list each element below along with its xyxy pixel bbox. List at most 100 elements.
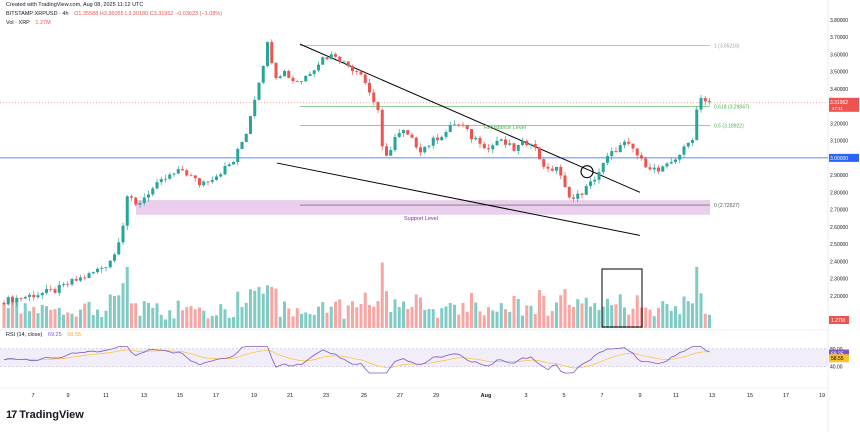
- candle-body: [121, 225, 125, 243]
- x-tick-label: 23: [323, 393, 329, 399]
- x-tick-label: 19: [251, 393, 257, 399]
- candle-body: [23, 296, 27, 299]
- volume-bar: [567, 304, 571, 328]
- candle-body: [287, 71, 291, 78]
- candle-body: [538, 147, 541, 160]
- candle-body: [410, 134, 414, 138]
- volume-bar: [436, 317, 439, 328]
- volume-bar: [87, 301, 91, 328]
- y-tick-label: 3.10000: [830, 139, 848, 145]
- volume-bar: [193, 309, 197, 328]
- volume-bar: [474, 302, 478, 328]
- rsi-ma-line: [3, 349, 710, 369]
- y-tick-label: 3.50000: [830, 70, 848, 76]
- volume-bar: [678, 314, 682, 328]
- volume-bar: [516, 299, 520, 328]
- y-tick-label: 2.60000: [830, 225, 848, 231]
- candle-body: [682, 146, 686, 155]
- candle-body: [155, 182, 159, 189]
- volume-bar: [304, 312, 308, 328]
- candle-body: [457, 124, 461, 126]
- candle-body: [351, 66, 354, 72]
- breakout-marker: [580, 165, 594, 179]
- candle-body: [83, 277, 87, 279]
- vol-value: 1.27M: [35, 20, 51, 26]
- volume-bar: [657, 307, 660, 328]
- candle-body: [291, 77, 295, 82]
- volume-bar: [491, 310, 495, 328]
- symbol-label[interactable]: BITSTAMP:XRPUSD · 4h: [6, 11, 69, 17]
- volume-bar: [465, 311, 469, 328]
- candle-body: [40, 292, 44, 296]
- volume-bar: [338, 299, 342, 328]
- created-with: Created with TradingView.com, Aug 08, 20…: [6, 2, 144, 8]
- volume-bar: [359, 303, 363, 328]
- volume-bar: [380, 262, 384, 328]
- rsi-label[interactable]: RSI (14, close): [6, 332, 43, 338]
- candle-body: [448, 125, 452, 133]
- candle-body: [32, 294, 36, 298]
- candle-body: [563, 175, 567, 188]
- x-tick-label: 11: [103, 393, 109, 399]
- volume-bar: [368, 304, 371, 328]
- volume-bar: [525, 305, 529, 328]
- tradingview-logo[interactable]: 17 TradingView: [6, 409, 84, 421]
- volume-bar: [593, 303, 597, 328]
- candle-body: [189, 175, 193, 177]
- candle-body: [244, 133, 248, 142]
- volume-bar: [457, 314, 461, 328]
- candle-body: [593, 179, 597, 182]
- x-tick-label: 19: [819, 393, 825, 399]
- volume-bar: [699, 293, 703, 328]
- volume-bar: [113, 295, 116, 328]
- vol-label[interactable]: Vol · XRP: [6, 20, 30, 26]
- volume-bar: [597, 310, 601, 328]
- candle-body: [601, 162, 605, 173]
- candle-body: [249, 116, 252, 134]
- candle-body: [470, 128, 473, 140]
- candle-body: [70, 279, 74, 285]
- volume-bar: [49, 309, 53, 328]
- volume-bar: [631, 308, 635, 328]
- volume-bar: [274, 288, 278, 328]
- candle-body: [142, 197, 146, 204]
- y-tick-label: 3.40000: [830, 87, 848, 93]
- volume-bar: [202, 310, 206, 328]
- volume-bar: [240, 307, 244, 328]
- candle-body: [657, 167, 660, 172]
- candle-body: [555, 166, 558, 171]
- candle-body: [19, 297, 23, 299]
- volume-bar: [618, 294, 622, 328]
- candle-body: [176, 169, 180, 174]
- candle-body: [66, 284, 70, 285]
- horizontal-level-value: 3.00000: [830, 156, 848, 162]
- volume-bar: [266, 285, 269, 328]
- volume-bar: [142, 301, 146, 328]
- volume-bar: [470, 292, 473, 328]
- volume-bar: [159, 314, 163, 328]
- candle-body: [465, 125, 469, 129]
- rsi-ma-badge-bg: [829, 354, 849, 363]
- support-zone: [136, 200, 710, 215]
- candle-body: [342, 61, 346, 63]
- candle-body: [193, 175, 197, 179]
- candle-body: [406, 130, 410, 135]
- volume-bar: [28, 311, 31, 328]
- rsi-tick-label: 40.00: [830, 364, 843, 370]
- volume-bar: [287, 308, 291, 328]
- volume-bar: [270, 286, 274, 328]
- candle-body: [372, 92, 376, 102]
- candle-body: [96, 268, 99, 273]
- volume-bar: [83, 303, 87, 328]
- candle-body: [6, 297, 10, 305]
- created-with-text: Created with TradingView.com, Aug 08, 20…: [6, 2, 147, 8]
- volume-legend: Vol · XRP 1.27M: [6, 20, 55, 26]
- volume-bar: [321, 302, 325, 328]
- candle-body: [529, 144, 533, 146]
- volume-bar: [589, 306, 592, 328]
- candle-body: [665, 163, 669, 167]
- volume-bar: [198, 307, 201, 328]
- candle-body: [334, 54, 337, 57]
- volume-bar: [91, 315, 95, 328]
